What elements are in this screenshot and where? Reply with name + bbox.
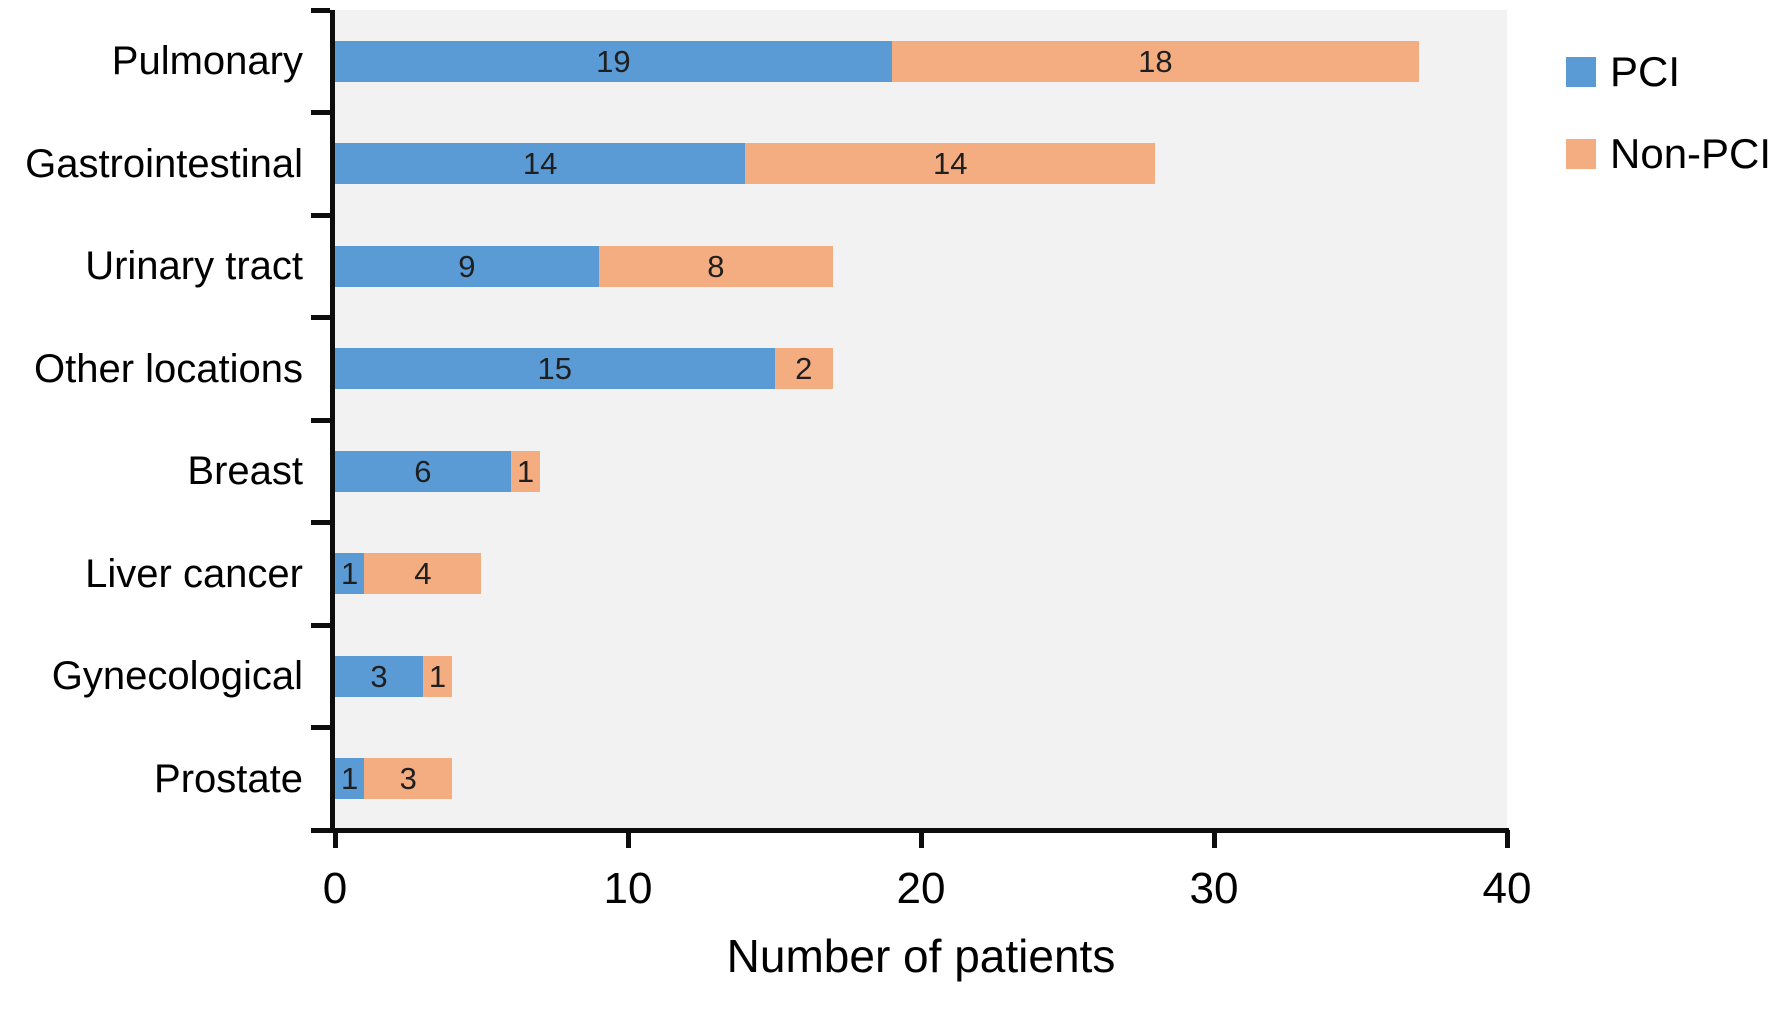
bar-value-label: 8	[707, 248, 725, 284]
bar-value-label: 14	[933, 146, 968, 182]
category-label: Breast	[187, 449, 303, 494]
legend-item-pci: PCI	[1566, 50, 1772, 94]
bar-segment-non-pci	[364, 553, 482, 595]
bar-value-label: 14	[522, 146, 558, 182]
bar-segment-pci	[335, 553, 365, 595]
x-axis-tick-label: 10	[603, 864, 653, 913]
bar-value-label: 19	[596, 43, 631, 79]
y-axis-tick	[311, 7, 330, 13]
x-axis-tick-label: 20	[896, 864, 946, 913]
bar-value-label: 2	[795, 351, 813, 387]
y-axis-tick	[311, 110, 330, 115]
bar-segment-pci	[335, 143, 746, 185]
bar-segment-non-pci	[745, 143, 1156, 185]
x-axis-tick-label: 40	[1482, 864, 1532, 913]
y-axis-tick	[311, 520, 330, 525]
bar-value-label: 1	[516, 453, 535, 489]
y-axis-tick	[311, 827, 330, 833]
x-axis-tick	[918, 830, 924, 848]
bar-segment-pci	[335, 758, 365, 800]
bar-segment-pci	[335, 348, 775, 390]
x-axis-tick	[332, 830, 338, 848]
bar-value-label: 9	[458, 248, 476, 284]
bar-segment-pci	[335, 40, 892, 82]
bar-segment-non-pci	[422, 655, 453, 697]
bar-segment-pci	[335, 655, 423, 697]
y-axis-line	[330, 10, 335, 830]
x-axis-tick-label: 30	[1189, 864, 1239, 913]
category-label: Liver cancer	[85, 551, 303, 596]
y-axis-tick	[311, 725, 330, 730]
legend-item-non-pci: Non-PCI	[1566, 132, 1772, 176]
y-axis-category-labels: Pulmonary Gastrointestinal Urinary tract Ot…	[0, 0, 303, 1011]
legend-label: Non-PCI	[1610, 130, 1772, 177]
bar-segment-non-pci	[510, 450, 541, 492]
y-axis-tick	[311, 212, 330, 218]
bar-value-label: 3	[370, 658, 388, 694]
bar-segment-non-pci	[364, 758, 453, 800]
bar-value-label: 18	[1138, 43, 1173, 79]
plot-area: 19 18 14 14 9 8 15 2 6 1 1 4 3 1 1 3	[330, 10, 1507, 830]
y-axis-tick	[311, 315, 330, 320]
x-axis-tick-label: 0	[322, 864, 348, 913]
bar-segment-non-pci	[891, 40, 1420, 82]
x-axis-tick	[1211, 830, 1217, 848]
bar-value-label: 3	[399, 761, 417, 797]
legend-swatch	[1566, 57, 1596, 87]
category-label: Other locations	[33, 346, 303, 391]
legend-label: PCI	[1610, 48, 1681, 95]
y-axis-tick	[311, 622, 330, 628]
bar-segment-non-pci	[598, 245, 834, 287]
category-label: Urinary tract	[85, 244, 303, 289]
bar-value-label: 15	[537, 351, 572, 387]
bar-value-label: 1	[341, 761, 359, 797]
x-axis-tick	[1504, 830, 1510, 848]
category-label: Gynecological	[51, 654, 303, 699]
legend-swatch	[1566, 139, 1596, 169]
bar-value-label: 1	[428, 658, 447, 694]
category-label: Pulmonary	[111, 39, 303, 84]
bar-segment-pci	[335, 450, 511, 492]
category-label: Prostate	[154, 756, 303, 801]
x-axis-title: Number of patients	[726, 930, 1116, 982]
category-label: Gastrointestinal	[25, 141, 303, 186]
bar-segment-non-pci	[774, 348, 834, 390]
bar-value-label: 4	[414, 556, 432, 592]
legend: PCI Non-PCI	[1566, 0, 1772, 220]
bar-value-label: 1	[341, 556, 359, 592]
y-axis-tick	[311, 417, 330, 423]
bar-segment-pci	[335, 245, 599, 287]
x-axis-tick	[625, 830, 631, 848]
bar-value-label: 6	[414, 453, 432, 489]
